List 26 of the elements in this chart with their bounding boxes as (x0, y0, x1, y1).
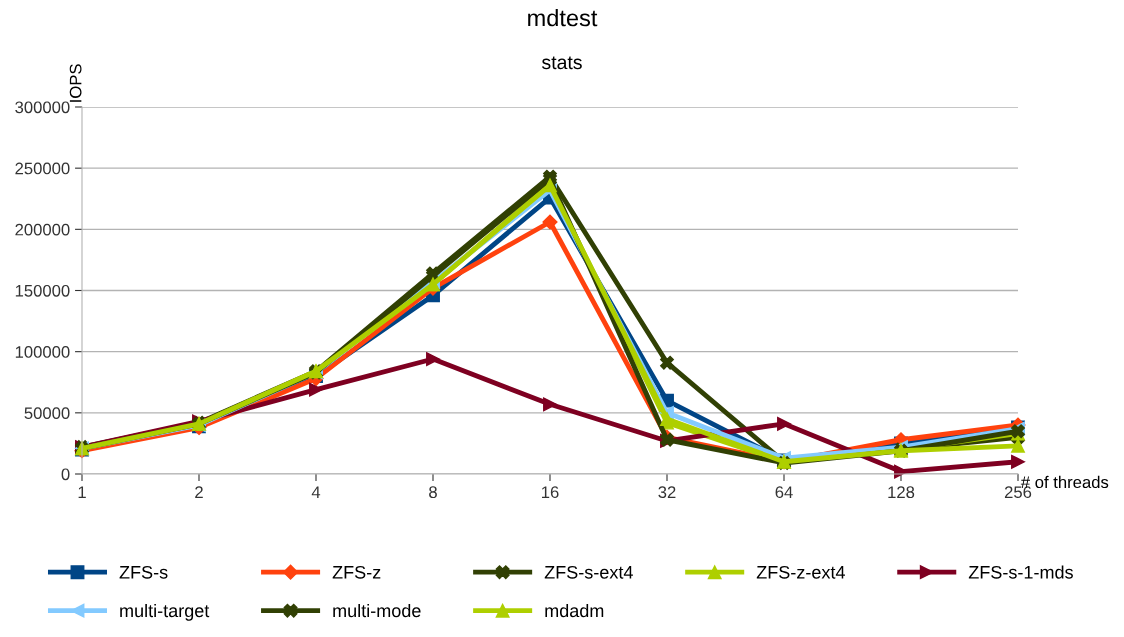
chart-title: mdtest (528, 9, 598, 27)
legend-label: multi-target (120, 603, 210, 621)
y-tick-label: 150000 (15, 284, 70, 297)
x-tick-label: 4 (311, 486, 321, 498)
y-tick-label: 300000 (15, 101, 70, 114)
legend-label: multi-mode (333, 603, 421, 618)
y-tick-label: 200000 (15, 223, 70, 236)
x-tick-label: 32 (658, 486, 676, 499)
legend-label: ZFS-s (119, 565, 168, 579)
y-tick-label: 0 (61, 468, 70, 481)
x-tick-label: 8 (429, 486, 437, 499)
legend-label: mdadm (545, 603, 604, 618)
x-tick-label: 128 (888, 486, 915, 499)
y-tick-label: 250000 (15, 162, 70, 175)
y-tick-label: 100000 (15, 346, 70, 358)
legend-label: ZFS-z (332, 565, 381, 579)
legend-label: ZFS-z-ext4 (756, 565, 845, 579)
legend-label: ZFS-s-1-mds (968, 565, 1073, 579)
x-tick-label: 16 (542, 486, 559, 499)
y-tick-label: 50000 (24, 407, 70, 420)
y-axis-title: IOPS (69, 64, 82, 102)
chart-subtitle: stats (542, 56, 582, 70)
x-tick-label: 1 (78, 486, 86, 498)
x-tick-label: 2 (195, 486, 203, 498)
legend-label: ZFS-s-ext4 (544, 565, 633, 579)
x-tick-label: 64 (775, 486, 793, 499)
